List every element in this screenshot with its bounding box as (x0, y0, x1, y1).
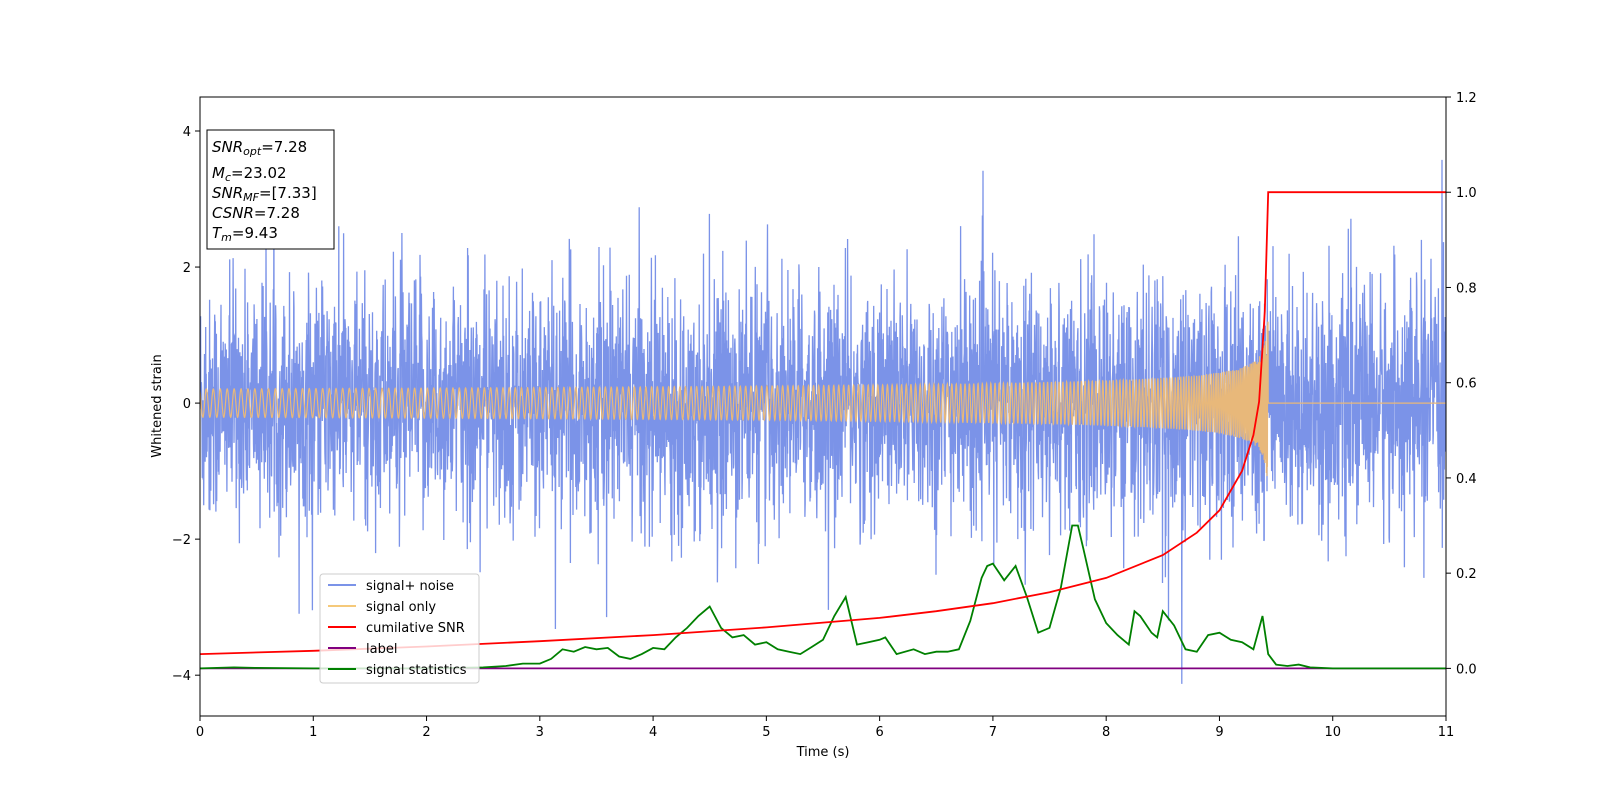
x-tick-label: 9 (1215, 725, 1223, 740)
y-left-tick-label: −2 (172, 533, 191, 548)
y-left-tick-label: 2 (183, 261, 191, 276)
x-tick-label: 8 (1102, 725, 1110, 740)
x-tick-label: 1 (309, 725, 317, 740)
x-tick-label: 10 (1324, 725, 1341, 740)
legend-frame (319, 573, 480, 684)
y-right-tick-label: 0.2 (1456, 567, 1477, 582)
legend: signal+ noise signal only cumilative SNR… (319, 573, 480, 684)
cumulative-snr-line (200, 191, 1446, 655)
x-tick-label: 3 (536, 725, 544, 740)
y-right-tick-label: 0.0 (1456, 662, 1477, 677)
legend-item-signal-statistics: signal statistics (328, 663, 467, 678)
y-left-tick-label: 4 (183, 125, 191, 140)
info-box: SNRopt=7.28 Mc=23.02 SNRMF=[7.33] CSNR=7… (206, 129, 335, 250)
legend-item-label: label (328, 642, 397, 657)
legend-label: cumilative SNR (366, 621, 465, 636)
plot-frame (199, 96, 1447, 717)
legend-item-cumulative-snr: cumilative SNR (328, 621, 465, 636)
x-tick-label: 4 (649, 725, 657, 740)
signal-noise-line (200, 159, 1446, 684)
x-tick-label: 11 (1438, 725, 1455, 740)
y-right-axis-ticks: 0.0 0.2 0.4 0.6 0.8 1.0 1.2 (1446, 91, 1477, 677)
x-tick-label: 6 (875, 725, 883, 740)
y-left-tick-label: 0 (183, 397, 191, 412)
legend-label: signal+ noise (366, 579, 454, 594)
y-right-tick-label: 0.8 (1456, 281, 1477, 296)
x-tick-label: 7 (989, 725, 997, 740)
info-csnr: CSNR=7.28 (212, 204, 300, 222)
x-tick-label: 2 (422, 725, 430, 740)
y-left-axis-ticks: −4 −2 0 2 4 (172, 125, 200, 684)
info-box-frame (206, 129, 335, 250)
legend-item-signal-only: signal only (328, 600, 436, 615)
signal-only-line (200, 321, 1446, 477)
x-axis-ticks: 0 1 2 3 4 5 6 7 8 9 10 11 (196, 716, 1454, 740)
info-mc: Mc=23.02 (212, 164, 287, 184)
series-signal-only (200, 321, 1446, 477)
signal-statistics-line (200, 524, 1446, 670)
info-tm: Tm=9.43 (212, 224, 278, 244)
y-right-tick-label: 0.6 (1456, 377, 1477, 392)
series-signal-noise (200, 159, 1446, 684)
y-right-tick-label: 0.4 (1456, 472, 1477, 487)
x-axis-label: Time (s) (796, 745, 850, 760)
legend-label: signal only (366, 600, 436, 615)
y-right-tick-label: 1.0 (1456, 186, 1477, 201)
x-tick-label: 0 (196, 725, 204, 740)
legend-item-signal-noise: signal+ noise (328, 579, 454, 594)
info-snr-mf: SNRMF=[7.33] (212, 184, 317, 204)
x-tick-label: 5 (762, 725, 770, 740)
y-axis-label: Whitened strain (150, 354, 165, 457)
y-left-tick-label: −4 (172, 669, 191, 684)
info-snr-opt: SNRopt=7.28 (212, 138, 307, 158)
y-right-tick-label: 1.2 (1456, 91, 1477, 106)
legend-label: label (366, 642, 397, 657)
legend-label: signal statistics (366, 663, 467, 678)
